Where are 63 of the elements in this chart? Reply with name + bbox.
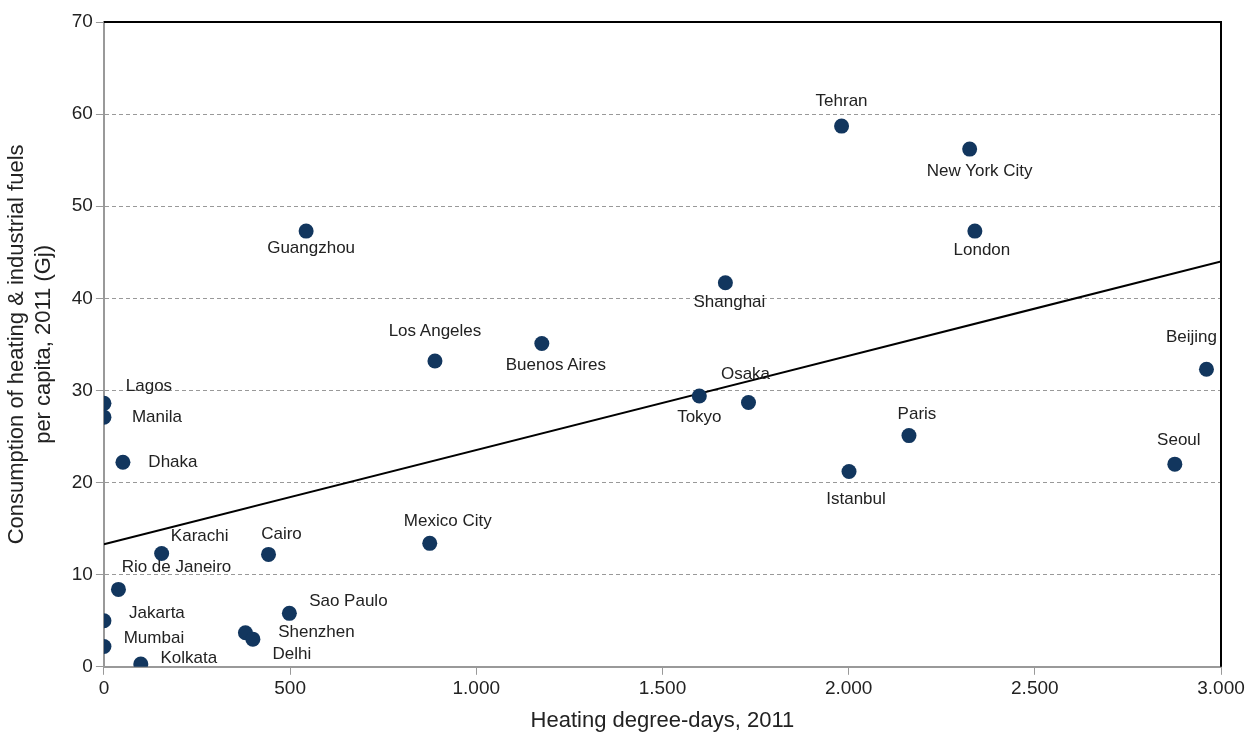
point <box>298 223 314 239</box>
annotation: Paris <box>897 404 937 424</box>
point <box>740 394 756 410</box>
annotation: Tehran <box>815 90 868 110</box>
annotation: Tokyo <box>677 406 722 426</box>
point <box>115 454 131 470</box>
y-tick-label: 40 <box>71 286 93 308</box>
annotation: Buenos Aires <box>505 355 606 375</box>
point <box>691 388 707 404</box>
annotation: Guangzhou <box>267 237 356 257</box>
point <box>834 118 850 134</box>
annotation: Karachi <box>170 526 229 546</box>
annotation: Shanghai <box>693 292 766 312</box>
y-tick-label: 10 <box>71 562 93 584</box>
point <box>245 631 261 647</box>
x-tick-label: 500 <box>274 677 306 699</box>
y-tick-label: 0 <box>82 655 93 677</box>
point <box>717 275 733 291</box>
x-axis-title: Heating degree-days, 2011 <box>530 706 795 732</box>
annotation: Kolkata <box>160 647 218 667</box>
annotation: Dhaka <box>148 451 199 471</box>
point <box>967 223 983 239</box>
point <box>1167 456 1183 472</box>
annotation: Sao Paulo <box>309 591 388 611</box>
annotation: Cairo <box>261 524 302 544</box>
point <box>427 353 443 369</box>
annotation: Rio de Janeiro <box>121 557 232 577</box>
point <box>841 464 857 480</box>
x-tick-label: 2.500 <box>1011 677 1059 699</box>
annotation: Shenzhen <box>278 622 355 642</box>
annotation: Manila <box>131 406 183 426</box>
point <box>154 546 170 561</box>
y-tick-label: 50 <box>71 194 93 216</box>
y-tick-label: 30 <box>71 378 93 400</box>
x-tick-label: 0 <box>98 677 110 699</box>
annotation: London <box>953 239 1011 259</box>
point <box>1198 361 1214 377</box>
point <box>901 428 917 444</box>
annotation: New York City <box>926 160 1034 180</box>
y-axis-title: Consumption of heating & industrial fuels per capita, 2011 (Gj) <box>3 144 55 545</box>
annotation: Lagos <box>125 376 173 396</box>
annotation: Osaka <box>720 364 771 384</box>
y-tick-label: 20 <box>71 470 93 492</box>
y-tick-label: 70 <box>71 10 93 32</box>
point <box>261 546 277 562</box>
x-tick-label: 3.000 <box>1197 677 1245 699</box>
annotation: Mexico City <box>403 511 493 531</box>
point <box>281 605 297 621</box>
y-tick-label: 60 <box>71 102 93 124</box>
annotation: Beijing <box>1165 326 1217 346</box>
x-tick-label: 1.000 <box>452 677 501 699</box>
x-tick-label: 2.000 <box>824 677 873 699</box>
point <box>110 581 126 597</box>
annotation: Seoul <box>1157 429 1201 449</box>
x-tick-label: 1.500 <box>638 677 687 699</box>
annotation: Istanbul <box>826 489 886 509</box>
annotation: Los Angeles <box>388 320 482 340</box>
point <box>962 141 978 157</box>
annotation: Mumbai <box>123 628 185 648</box>
annotation: Delhi <box>272 643 312 663</box>
point <box>534 335 550 351</box>
annotation: Jakarta <box>129 603 186 623</box>
point <box>422 535 438 551</box>
